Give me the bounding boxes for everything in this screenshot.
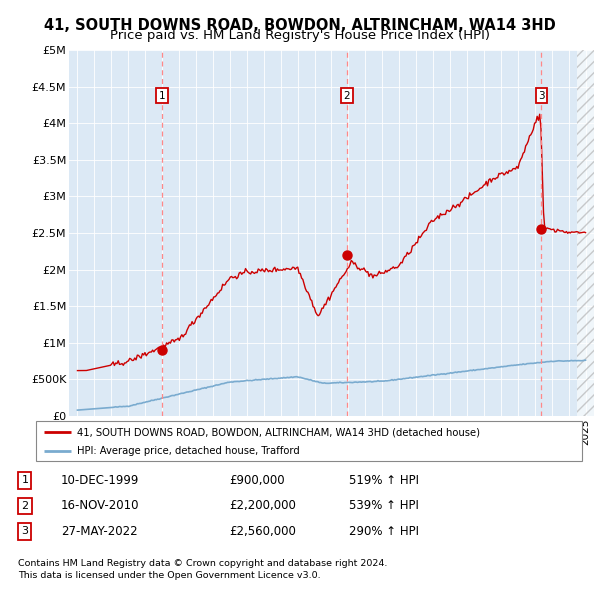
Text: 41, SOUTH DOWNS ROAD, BOWDON, ALTRINCHAM, WA14 3HD: 41, SOUTH DOWNS ROAD, BOWDON, ALTRINCHAM… [44,18,556,32]
Text: £2,560,000: £2,560,000 [229,525,296,538]
Text: 10-DEC-1999: 10-DEC-1999 [61,474,139,487]
Text: This data is licensed under the Open Government Licence v3.0.: This data is licensed under the Open Gov… [18,571,320,580]
Text: 41, SOUTH DOWNS ROAD, BOWDON, ALTRINCHAM, WA14 3HD (detached house): 41, SOUTH DOWNS ROAD, BOWDON, ALTRINCHAM… [77,427,480,437]
Text: 2: 2 [21,501,28,511]
Text: HPI: Average price, detached house, Trafford: HPI: Average price, detached house, Traf… [77,447,300,456]
Text: Price paid vs. HM Land Registry's House Price Index (HPI): Price paid vs. HM Land Registry's House … [110,30,490,42]
Text: 1: 1 [159,91,166,101]
FancyBboxPatch shape [36,421,582,461]
Bar [577,50,594,416]
Text: 3: 3 [538,91,545,101]
Text: 3: 3 [22,526,28,536]
Text: £2,200,000: £2,200,000 [229,499,296,513]
Text: 519% ↑ HPI: 519% ↑ HPI [349,474,419,487]
Text: 16-NOV-2010: 16-NOV-2010 [61,499,139,513]
Text: Contains HM Land Registry data © Crown copyright and database right 2024.: Contains HM Land Registry data © Crown c… [18,559,388,568]
Text: 27-MAY-2022: 27-MAY-2022 [61,525,137,538]
Text: 539% ↑ HPI: 539% ↑ HPI [349,499,418,513]
Text: 290% ↑ HPI: 290% ↑ HPI [349,525,419,538]
Text: 1: 1 [22,476,28,486]
Text: £900,000: £900,000 [229,474,284,487]
Text: 2: 2 [343,91,350,101]
